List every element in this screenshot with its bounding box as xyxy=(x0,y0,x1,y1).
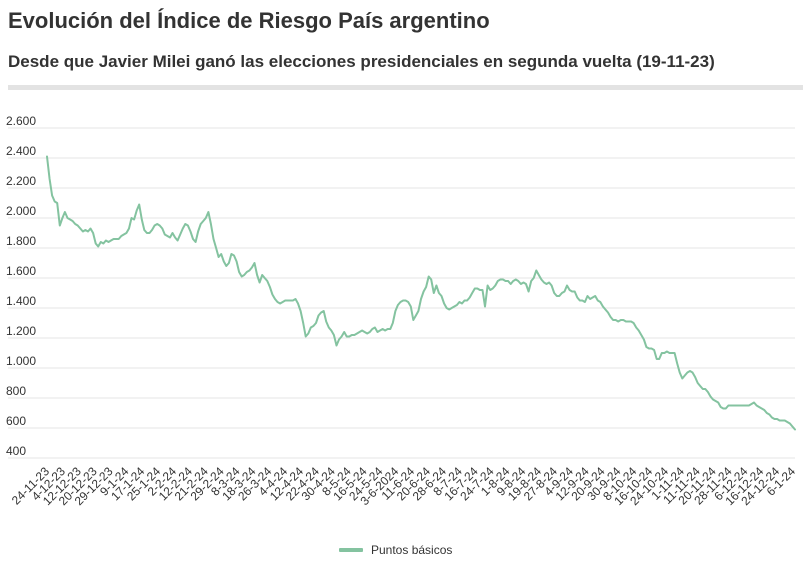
y-tick-label: 800 xyxy=(6,384,26,398)
y-tick-label: 2.200 xyxy=(6,174,36,188)
title-divider xyxy=(8,85,803,90)
chart-title: Evolución del Índice de Riesgo País arge… xyxy=(8,8,490,33)
series-line xyxy=(46,155,796,431)
y-tick-label: 2.000 xyxy=(6,204,36,218)
y-tick-label: 1.600 xyxy=(6,264,36,278)
y-tick-label: 1.200 xyxy=(6,324,36,338)
y-tick-label: 400 xyxy=(6,444,26,458)
y-tick-label: 1.400 xyxy=(6,294,36,308)
y-tick-label: 1.800 xyxy=(6,234,36,248)
y-tick-label: 2.600 xyxy=(6,114,36,128)
legend-swatch xyxy=(339,548,363,552)
y-tick-label: 1.000 xyxy=(6,354,36,368)
y-tick-label: 2.400 xyxy=(6,144,36,158)
legend-label: Puntos básicos xyxy=(371,543,453,557)
chart-subtitle: Desde que Javier Milei ganó las eleccion… xyxy=(8,52,715,71)
legend[interactable]: Puntos básicos xyxy=(339,543,452,557)
y-tick-label: 600 xyxy=(6,414,26,428)
